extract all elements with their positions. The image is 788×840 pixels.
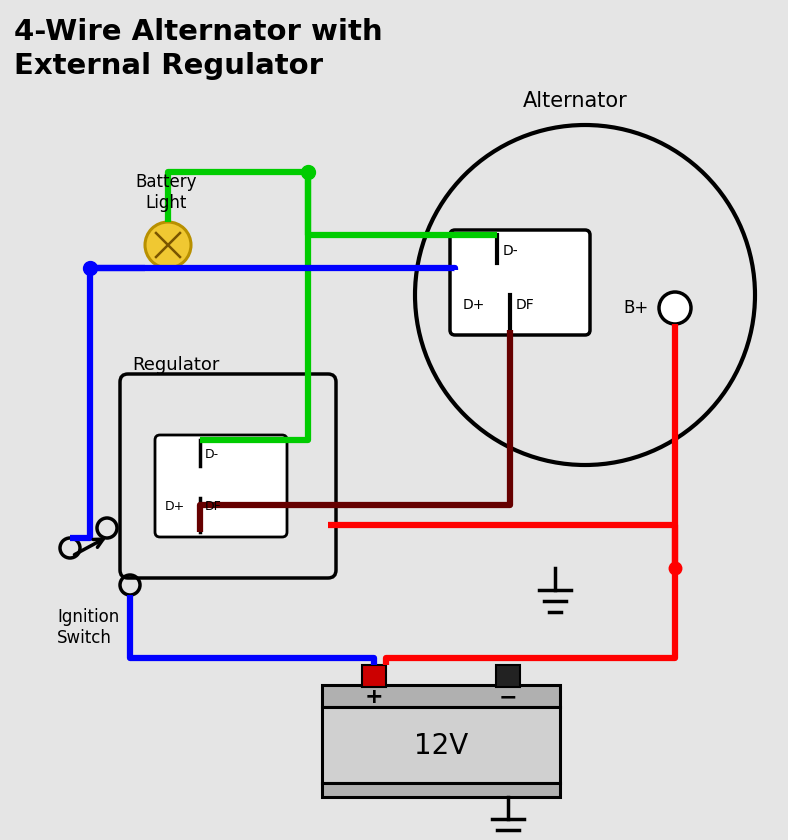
Text: Ignition
Switch: Ignition Switch: [57, 608, 119, 647]
Text: DF: DF: [205, 500, 221, 512]
Bar: [322, 685, 560, 707]
Circle shape: [145, 222, 191, 268]
Text: 4-Wire Alternator with
External Regulator: 4-Wire Alternator with External Regulato…: [14, 18, 383, 80]
FancyBboxPatch shape: [155, 435, 287, 537]
Text: +: +: [365, 687, 383, 707]
Text: B+: B+: [624, 299, 649, 317]
Text: −: −: [499, 687, 517, 707]
Text: D-: D-: [205, 448, 219, 460]
Bar: [322, 707, 560, 783]
Text: Battery
Light: Battery Light: [136, 173, 197, 212]
Bar: [322, 783, 560, 797]
Text: 12V: 12V: [414, 732, 468, 760]
Text: D+: D+: [165, 500, 185, 512]
FancyBboxPatch shape: [450, 230, 590, 335]
Circle shape: [659, 292, 691, 324]
Text: D+: D+: [463, 298, 485, 312]
Text: Alternator: Alternator: [522, 91, 627, 111]
Text: Regulator: Regulator: [132, 356, 219, 374]
Text: DF: DF: [516, 298, 535, 312]
Bar: [362, 665, 386, 687]
Text: D-: D-: [503, 244, 519, 258]
Bar: [496, 665, 520, 687]
